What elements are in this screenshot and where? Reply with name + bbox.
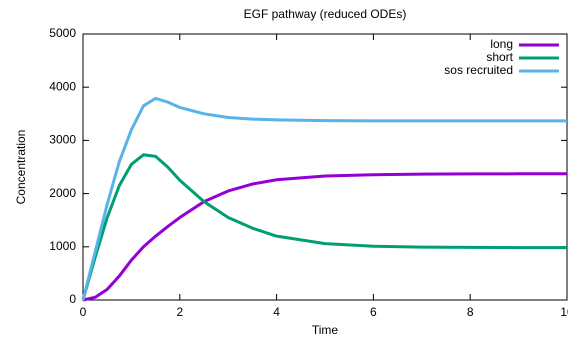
y-tick-label: 4000	[49, 79, 76, 93]
series-line	[81, 153, 567, 301]
x-tick-label: 8	[467, 305, 474, 319]
legend-label: long	[490, 37, 513, 51]
x-tick-label: 2	[176, 305, 183, 319]
chart-title: EGF pathway (reduced ODEs)	[244, 7, 407, 21]
x-tick-label: 4	[273, 305, 280, 319]
x-tick-label: 6	[370, 305, 377, 319]
y-tick-label: 3000	[49, 133, 76, 147]
legend-label: sos recruited	[444, 63, 513, 77]
y-tick-label: 2000	[49, 186, 76, 200]
y-axis-label: Concentration	[14, 130, 28, 205]
plot-frame	[82, 33, 568, 301]
y-tick-label: 0	[69, 292, 76, 306]
y-tick-label: 5000	[49, 26, 76, 40]
series-line	[82, 172, 567, 302]
legend-label: short	[486, 50, 513, 64]
x-tick-label: 0	[80, 305, 87, 319]
series-line	[81, 96, 567, 301]
y-tick-label: 1000	[49, 239, 76, 253]
x-axis-label: Time	[312, 323, 339, 337]
x-tick-label: 10	[560, 305, 568, 319]
